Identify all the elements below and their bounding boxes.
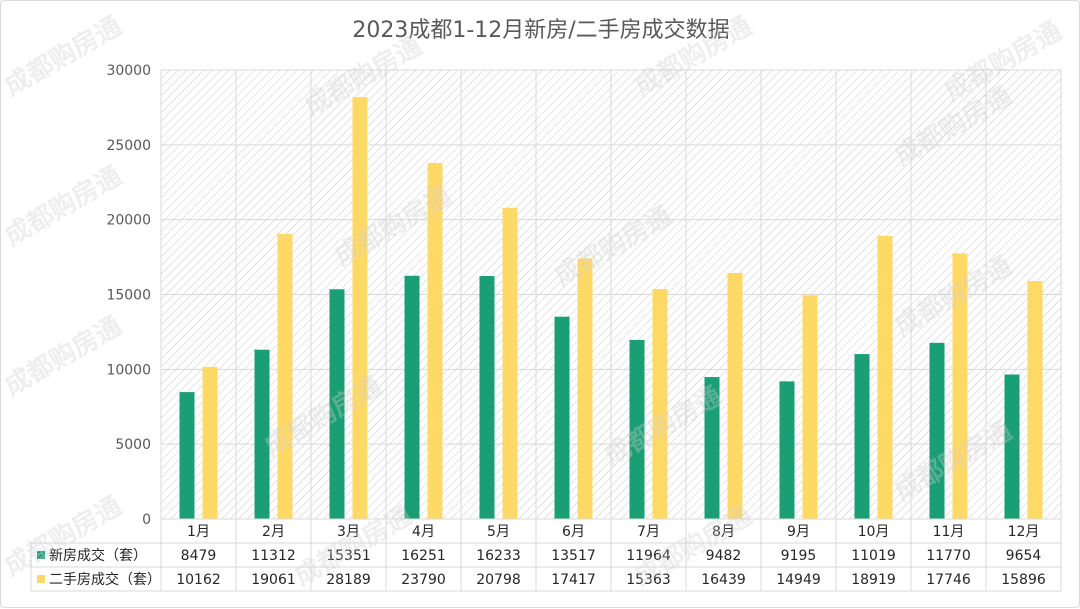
data-label: 18919: [851, 572, 896, 588]
data-label: 15896: [1001, 572, 1046, 588]
grid: [160, 69, 1062, 591]
bar-resale-12: [1027, 281, 1043, 519]
bar-resale-10: [877, 235, 893, 519]
bar-new-6: [554, 316, 570, 519]
watermark-text: 成都购房通: [1, 311, 127, 402]
bar-new-5: [479, 276, 495, 519]
data-label: 16233: [476, 548, 521, 564]
data-label: 17417: [551, 572, 596, 588]
data-label: 11312: [251, 548, 296, 564]
y-tick-label: 0: [142, 512, 151, 528]
bar-new-10: [854, 354, 870, 519]
y-tick-label: 25000: [106, 138, 151, 154]
bar-resale-8: [727, 272, 743, 519]
bars: [179, 97, 1043, 520]
watermark-text: 成都购房通: [1, 491, 127, 582]
data-label: 16251: [401, 548, 446, 564]
y-axis: 0 5000 10000 15000 20000 25000 30000: [106, 63, 151, 528]
chart-title: 2023成都1-12月新房/二手房成交数据: [352, 18, 729, 43]
x-tick-label: 2月: [262, 524, 285, 540]
bar-new-1: [179, 392, 195, 519]
data-label: 28189: [326, 572, 371, 588]
data-label: 10162: [176, 572, 221, 588]
data-label: 11019: [851, 548, 896, 564]
data-label: 17746: [926, 572, 971, 588]
watermark-text: 成都购房通: [1, 11, 127, 102]
legend-swatch: [37, 551, 45, 559]
bar-resale-2: [277, 233, 293, 519]
data-label: 16439: [701, 572, 746, 588]
x-tick-label: 8月: [712, 524, 735, 540]
y-tick-label: 15000: [106, 288, 151, 304]
legend-label: 新房成交（套）: [49, 547, 147, 564]
data-label: 11964: [626, 548, 671, 564]
x-tick-label: 4月: [412, 524, 435, 540]
bar-new-7: [629, 339, 645, 519]
x-tick-label: 9月: [787, 524, 810, 540]
data-label: 8479: [181, 548, 217, 564]
y-tick-label: 10000: [106, 362, 151, 378]
data-label: 15363: [626, 572, 671, 588]
legend-label: 二手房成交（套）: [49, 571, 161, 588]
y-tick-label: 5000: [115, 437, 151, 453]
bar-resale-1: [202, 366, 218, 519]
x-tick-label: 11月: [933, 524, 965, 540]
x-tick-label: 1月: [187, 524, 210, 540]
bar-new-2: [254, 349, 270, 519]
bar-resale-5: [502, 207, 518, 519]
bar-new-4: [404, 275, 420, 519]
bar-resale-4: [427, 162, 443, 519]
data-label: 19061: [251, 572, 296, 588]
x-tick-label: 5月: [487, 524, 510, 540]
x-tick-label: 3月: [337, 524, 360, 540]
data-label: 9195: [781, 548, 817, 564]
data-label: 14949: [776, 572, 821, 588]
data-label: 15351: [326, 548, 371, 564]
y-tick-label: 20000: [106, 213, 151, 229]
bar-new-12: [1004, 374, 1020, 519]
data-label: 9654: [1006, 548, 1042, 564]
bar-new-3: [329, 289, 345, 519]
bar-new-11: [929, 342, 945, 519]
x-tick-label: 7月: [637, 524, 660, 540]
legend-swatch: [37, 575, 45, 583]
x-tick-label: 10月: [858, 524, 890, 540]
bar-resale-3: [352, 97, 368, 520]
data-label: 13517: [551, 548, 596, 564]
data-label: 9482: [706, 548, 742, 564]
bar-resale-7: [652, 289, 668, 519]
bar-resale-6: [577, 258, 593, 519]
bar-resale-9: [802, 295, 818, 519]
bar-new-8: [704, 377, 720, 519]
data-label: 11770: [926, 548, 971, 564]
y-tick-label: 30000: [106, 63, 151, 79]
bar-new-9: [779, 381, 795, 519]
watermark-text: 成都购房通: [1, 161, 127, 252]
bar-resale-11: [952, 253, 968, 519]
x-tick-label: 6月: [562, 524, 585, 540]
data-label: 23790: [401, 572, 446, 588]
data-label: 20798: [476, 572, 521, 588]
x-tick-label: 12月: [1008, 524, 1040, 540]
